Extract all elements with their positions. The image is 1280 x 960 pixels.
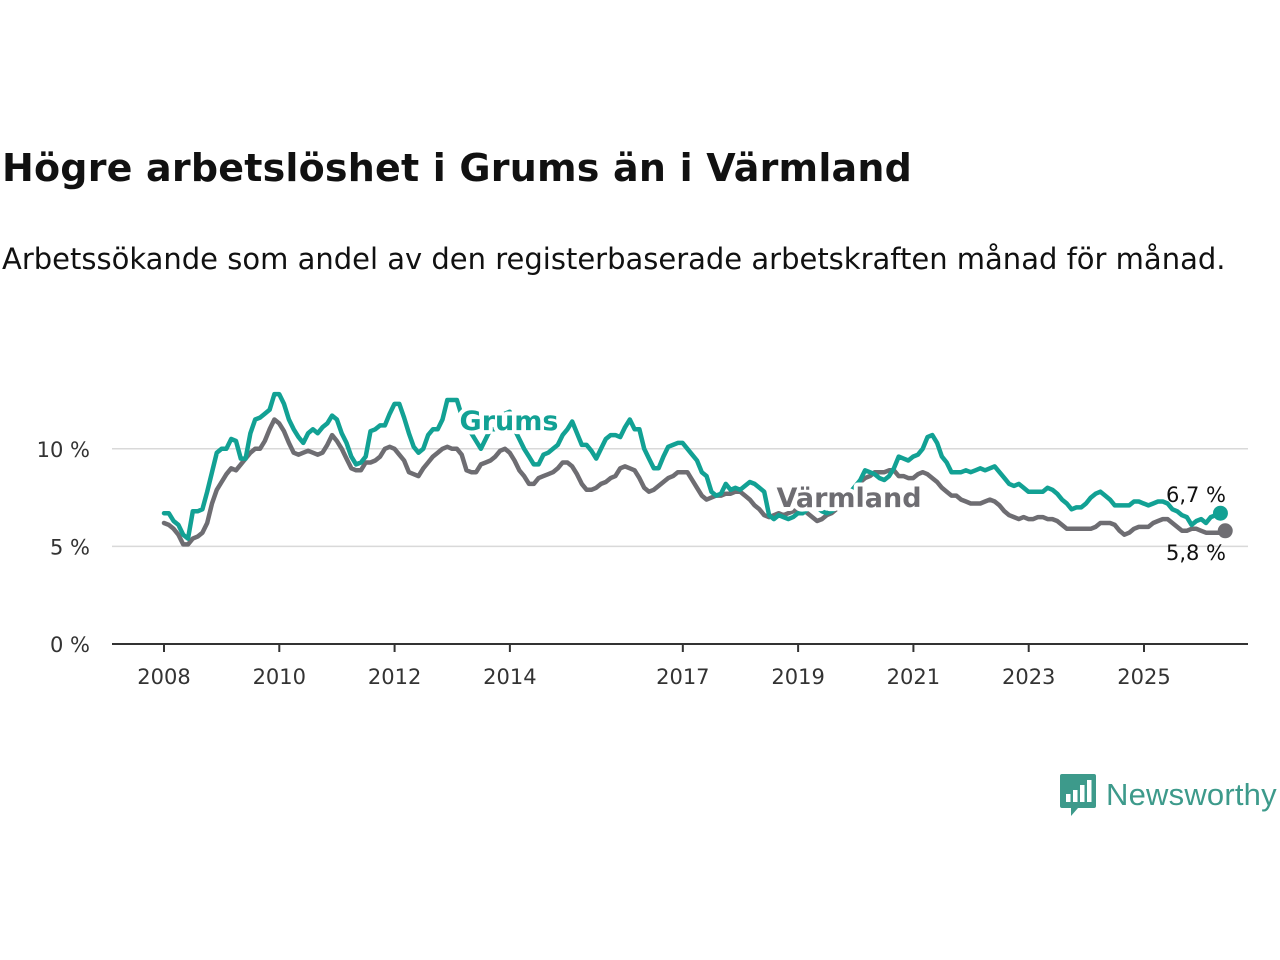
series-label-grums: Grums — [460, 406, 559, 437]
chart-labels: Grums Värmland 6,7 % 5,8 % — [456, 402, 1226, 565]
x-tick-label: 2023 — [1002, 665, 1055, 689]
x-tick-label: 2021 — [887, 665, 940, 689]
series-lines — [161, 391, 1233, 547]
end-value-label-grums: 6,7 % — [1166, 483, 1226, 507]
series-line-varmland — [161, 417, 1228, 547]
x-tick-label: 2012 — [368, 665, 421, 689]
end-value-label-varmland: 5,8 % — [1166, 541, 1226, 565]
line-chart: 0 %5 %10 % 2008 2010 2012 2014 2017 2019 2021 2… — [37, 391, 1248, 689]
brand-name: Newsworthy — [1106, 777, 1277, 812]
y-tick-label: 0 % — [50, 633, 90, 657]
newsworthy-logo: Newsworthy — [1058, 772, 1277, 818]
x-tick-label: 2019 — [771, 665, 824, 689]
x-tick-label: 2017 — [656, 665, 709, 689]
chart-subtitle: Arbetssökande som andel av den registerb… — [2, 242, 1226, 276]
x-axis: 2008 2010 2012 2014 2017 2019 2021 2023 2025 — [112, 643, 1248, 689]
end-marker-varmland — [1217, 523, 1233, 539]
series-label-varmland: Värmland — [776, 483, 921, 514]
chart-title: Högre arbetslöshet i Grums än i Värmland — [2, 146, 913, 190]
x-tick-label: 2014 — [483, 665, 536, 689]
grid-lines: 0 % 5 % 10 % — [37, 438, 1248, 657]
series-line-grums — [161, 391, 1223, 541]
x-tick-label: 2025 — [1117, 665, 1170, 689]
x-tick-label: 2008 — [137, 665, 190, 689]
y-tick-label: 10 % — [37, 438, 90, 462]
x-tick-label: 2010 — [253, 665, 306, 689]
end-marker-grums — [1212, 505, 1228, 521]
y-tick-label: 5 % — [50, 535, 90, 559]
bar-chart-speech-bubble-icon — [1060, 774, 1096, 816]
